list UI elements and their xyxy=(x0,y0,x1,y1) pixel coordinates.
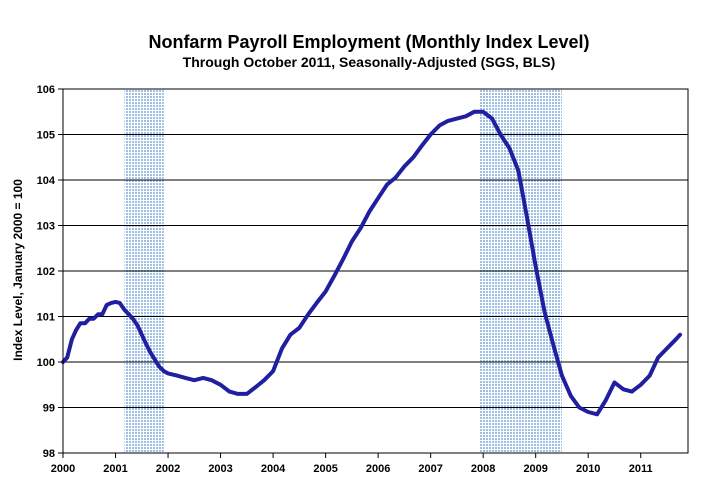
grid-lines xyxy=(58,88,688,458)
chart-subtitle: Through October 2011, Seasonally-Adjuste… xyxy=(183,54,556,70)
x-tick-label: 2006 xyxy=(366,463,390,475)
plot-frame xyxy=(62,88,689,454)
x-tick-label: 2005 xyxy=(313,463,337,475)
x-tick-label: 2011 xyxy=(629,463,653,475)
y-tick-label: 101 xyxy=(37,312,55,324)
y-tick-label: 102 xyxy=(37,266,55,278)
x-tick-label: 2000 xyxy=(51,463,75,475)
x-tick-label: 2007 xyxy=(418,463,442,475)
y-tick-label: 98 xyxy=(43,448,55,460)
chart-title: Nonfarm Payroll Employment (Monthly Inde… xyxy=(148,32,589,52)
y-tick-label: 104 xyxy=(37,175,56,187)
y-tick-label: 106 xyxy=(37,84,55,96)
x-tick-label: 2002 xyxy=(156,463,180,475)
x-tick-labels: 2000 2001 2002 2003 2004 2005 2006 2007 2008 2009… xyxy=(51,463,653,475)
x-tick-label: 2001 xyxy=(103,463,127,475)
y-tick-label: 100 xyxy=(37,357,55,369)
y-tick-label: 103 xyxy=(37,221,55,233)
x-tick-label: 2008 xyxy=(471,463,495,475)
series-line xyxy=(61,109,683,417)
y-tick-label: 105 xyxy=(37,130,55,142)
y-tick-label: 99 xyxy=(43,403,55,415)
x-tick-label: 2009 xyxy=(523,463,547,475)
y-tick-labels: 98 99 100 101 102 103 104 105 106 xyxy=(37,84,56,460)
x-tick-label: 2004 xyxy=(261,463,286,475)
series-line-1 xyxy=(61,109,683,417)
y-axis-label: Index Level, January 2000 = 100 xyxy=(11,179,25,361)
x-tick-label: 2003 xyxy=(208,463,232,475)
x-tick-label: 2010 xyxy=(576,463,600,475)
